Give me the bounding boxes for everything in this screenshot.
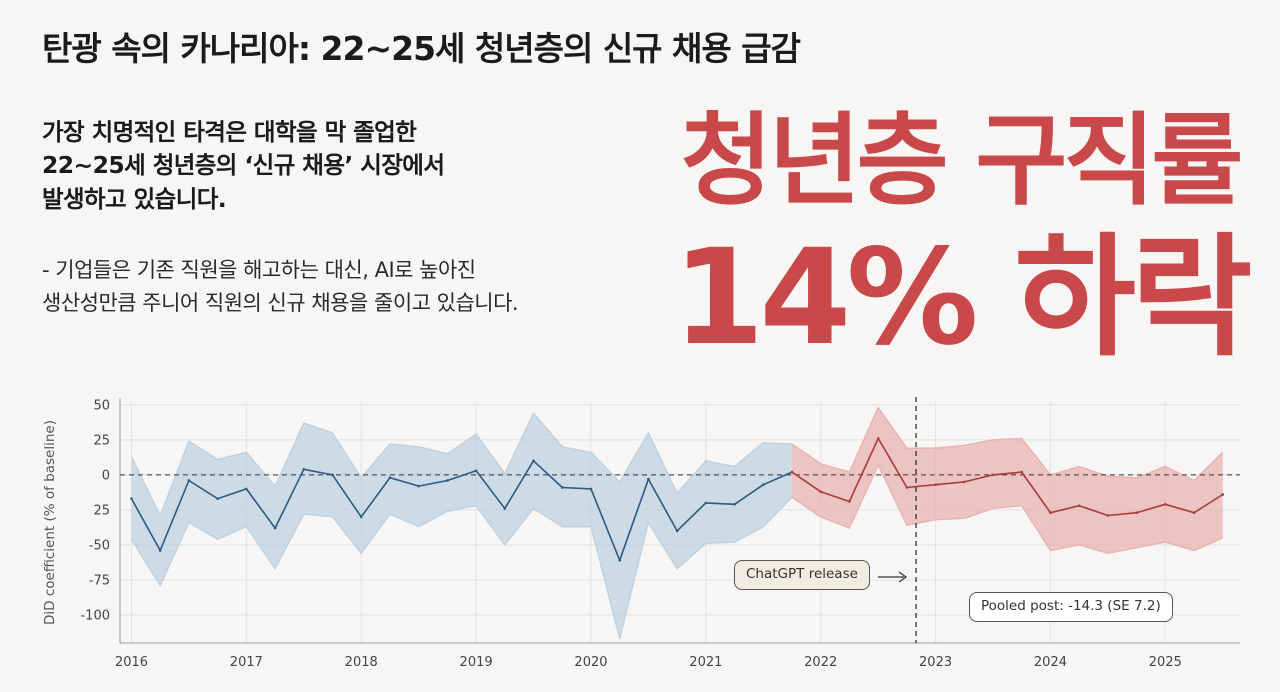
lead-text: 가장 치명적인 타격은 대학을 막 졸업한 22~25세 청년층의 ‘신규 채용… — [42, 116, 662, 216]
data-point-post — [1135, 511, 1138, 514]
y-tick-label: 25 — [93, 433, 110, 448]
data-point-pre — [187, 479, 191, 482]
x-tick-label: 2024 — [1034, 655, 1067, 670]
x-tick-label: 2025 — [1149, 655, 1182, 670]
page-title: 탄광 속의 카나리아: 22~25세 청년층의 신규 채용 급감 — [42, 29, 801, 68]
x-tick-label: 2018 — [345, 655, 378, 670]
y-tick-label: 25 — [93, 503, 110, 518]
x-tick-label: 2021 — [689, 655, 722, 670]
data-point-pre — [158, 549, 162, 552]
data-point-pre — [704, 501, 708, 505]
ci-band-post — [792, 407, 1223, 554]
data-point-pre — [417, 484, 420, 488]
series-line-pre — [130, 460, 793, 562]
y-tick-label: 0 — [102, 468, 110, 483]
x-tick-label: 2019 — [460, 655, 493, 670]
x-tick-label: 2017 — [230, 655, 263, 670]
lead-line: 가장 치명적인 타격은 대학을 막 졸업한 — [42, 118, 417, 146]
ci-lower-pre — [130, 496, 793, 639]
data-point-post — [1077, 504, 1081, 507]
data-point-pre — [388, 476, 392, 479]
data-point-post — [934, 483, 937, 486]
data-point-post — [819, 490, 823, 493]
x-tick-label: 2023 — [919, 655, 952, 670]
y-tick-label: 50 — [93, 398, 110, 413]
data-point-pre — [446, 479, 449, 482]
body-line: 생산성만큼 주니어 직원의 신규 채용을 줄이고 있습니다. — [42, 290, 519, 315]
data-point-pre — [474, 469, 478, 472]
x-tick-label: 2020 — [574, 655, 607, 670]
ci-band-pre — [131, 413, 792, 639]
series-line-post — [791, 437, 1224, 517]
data-point-post — [1164, 502, 1167, 506]
x-tick-label: 2022 — [804, 655, 837, 670]
data-point-pre — [589, 487, 593, 491]
data-point-post — [963, 480, 966, 484]
headline-line-1: 청년층 구직률 — [680, 102, 1244, 219]
data-point-pre — [245, 487, 248, 491]
y-tick-label: -75 — [89, 573, 110, 588]
data-point-pre — [733, 502, 736, 506]
data-point-post — [790, 470, 794, 474]
data-point-post — [905, 486, 909, 489]
y-tick-label: -50 — [89, 538, 110, 553]
ci-upper-pre — [130, 412, 793, 518]
data-point-pre — [761, 483, 765, 486]
body-text: - 기업들은 기존 직원을 해고하는 대신, AI로 높아진 생산성만큼 주니어… — [42, 254, 662, 319]
chatgpt-release-label: ChatGPT release — [734, 560, 870, 590]
data-point-post — [1049, 511, 1052, 514]
data-point-post — [848, 500, 851, 503]
data-point-pre — [560, 486, 564, 489]
data-point-pre — [130, 497, 133, 500]
lead-line: 발생하고 있습니다. — [42, 184, 227, 213]
lead-line: 22~25세 청년층의 ‘신규 채용’ 시장에서 — [42, 151, 445, 180]
data-point-post — [1221, 493, 1225, 496]
ci-upper-post — [791, 406, 1224, 482]
data-point-pre — [532, 459, 535, 463]
data-point-pre — [675, 529, 679, 533]
data-point-pre — [503, 507, 507, 510]
data-point-post — [1192, 511, 1196, 514]
data-point-post — [1106, 514, 1110, 517]
chatgpt-arrow-head — [898, 571, 908, 583]
data-point-pre — [359, 515, 363, 519]
data-point-pre — [273, 526, 277, 530]
data-point-pre — [618, 559, 621, 562]
data-point-post — [991, 473, 995, 477]
y-tick-label: -100 — [80, 608, 110, 623]
body-line: - 기업들은 기존 직원을 해고하는 대신, AI로 높아진 — [42, 258, 476, 282]
pooled-post-label: Pooled post: -14.3 (SE 7.2) — [969, 592, 1173, 622]
did-chart: 50 25 0 25 -50 -75 -100 2016 2017 2018 2019 2020 202… — [42, 397, 1240, 670]
data-point-pre — [331, 473, 334, 477]
data-point-pre — [647, 477, 650, 481]
x-tick-label: 2016 — [115, 655, 148, 670]
ci-lower-post — [791, 463, 1224, 554]
headline-line-2: 14% 하락 — [672, 221, 1253, 375]
data-point-pre — [216, 497, 219, 500]
y-axis-title: DiD coefficient (% of baseline) — [42, 420, 58, 625]
data-point-post — [1020, 470, 1024, 474]
data-point-post — [876, 437, 880, 440]
data-point-pre — [302, 467, 306, 471]
